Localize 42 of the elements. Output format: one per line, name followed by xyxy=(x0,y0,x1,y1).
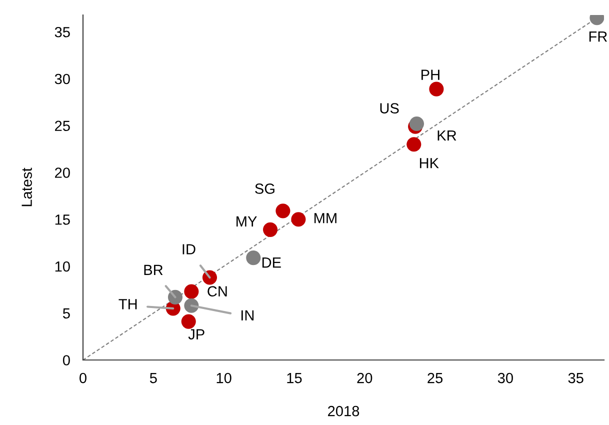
y-tick-label: 20 xyxy=(55,168,70,178)
x-tick-label: 0 xyxy=(80,372,86,384)
point xyxy=(262,222,278,237)
annotation: JP xyxy=(188,329,204,340)
point xyxy=(409,116,424,132)
y-tick-label: 30 xyxy=(54,74,70,84)
annotation: CN xyxy=(208,286,227,296)
x-tick-label: 25 xyxy=(428,372,443,384)
annotation: PH xyxy=(422,70,440,80)
point xyxy=(181,314,196,329)
y-tick-label: 0 xyxy=(62,355,70,366)
x-tick-label: 20 xyxy=(357,372,372,384)
annotation: SG xyxy=(255,184,274,194)
point xyxy=(429,82,444,96)
point xyxy=(406,137,422,152)
x-axis-title: 2018 xyxy=(328,406,360,416)
annotation: FR xyxy=(589,32,608,42)
x-tick-label: 15 xyxy=(287,373,302,384)
annotation: KR xyxy=(438,130,456,141)
annotation: HK xyxy=(420,158,439,168)
x-tick-label: 30 xyxy=(498,372,513,384)
annotation: ID xyxy=(182,244,196,254)
x-tick-label: 5 xyxy=(150,373,157,384)
y-tick-label: 15 xyxy=(55,214,70,225)
annotation: US xyxy=(380,103,399,114)
annotation: BR xyxy=(144,264,163,275)
annotation: TH xyxy=(118,299,137,310)
point xyxy=(246,250,261,266)
annotation: MM xyxy=(314,213,336,224)
annotation: IN xyxy=(241,310,254,320)
annotation: MY xyxy=(236,216,257,226)
y-tick-label: 25 xyxy=(55,120,70,132)
y-tick-label: 35 xyxy=(54,26,70,38)
y-axis-title: Latest xyxy=(22,168,32,206)
annotation: DE xyxy=(262,258,281,268)
point xyxy=(276,204,290,218)
x-tick-label: 35 xyxy=(568,372,584,384)
x-tick-label: 10 xyxy=(216,372,232,384)
y-tick-label: 10 xyxy=(55,261,70,272)
point xyxy=(291,212,306,227)
y-tick-label: 5 xyxy=(62,308,70,319)
point xyxy=(184,284,199,299)
